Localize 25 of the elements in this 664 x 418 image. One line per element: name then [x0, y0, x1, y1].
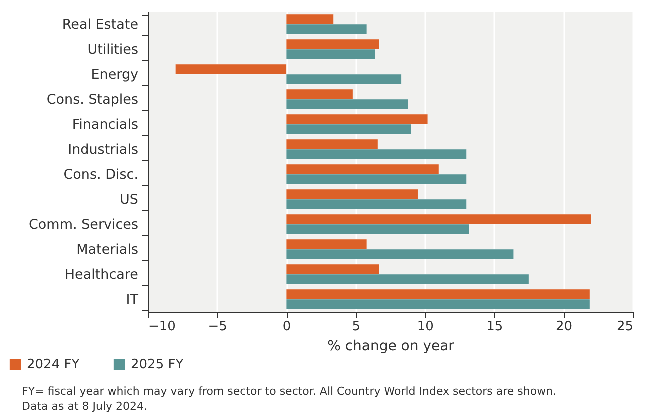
text: Data as at 8 July 2024.: [22, 399, 149, 414]
y-tick-label: Comm. Services: [29, 217, 138, 233]
x-tick-label: 5: [352, 320, 360, 334]
y-tick-label: Cons. Staples: [46, 92, 138, 108]
x-tick-label: 15: [486, 320, 504, 334]
y-tick-label: Cons. Disc.: [64, 167, 138, 183]
y-tick-label: Real Estate: [62, 17, 138, 33]
x-tick-label: −10: [148, 320, 176, 334]
x-tick-label: 0: [282, 320, 292, 334]
y-tick-label: Healthcare: [64, 267, 138, 283]
text: FY= fiscal year which may vary from sector to sector. All Country World Index sectors are shown.: [22, 384, 557, 399]
y-tick-label: US: [120, 192, 138, 208]
legend-label: 2024 FY: [27, 358, 80, 373]
x-tick-label: −5: [208, 320, 228, 334]
y-tick-label: Energy: [91, 67, 139, 83]
x-tick-label: 25: [616, 320, 634, 334]
y-tick-label: IT: [126, 292, 140, 308]
y-tick-label: Materials: [76, 242, 138, 258]
x-tick-label: 10: [417, 320, 434, 334]
y-tick-label: Industrials: [68, 142, 138, 158]
y-tick-label: Utilities: [88, 42, 138, 58]
x-axis-title: % change on year: [328, 338, 455, 354]
x-tick-label: 20: [556, 320, 572, 334]
legend-label: 2025 FY: [131, 358, 184, 373]
y-tick-label: Financials: [72, 117, 138, 133]
